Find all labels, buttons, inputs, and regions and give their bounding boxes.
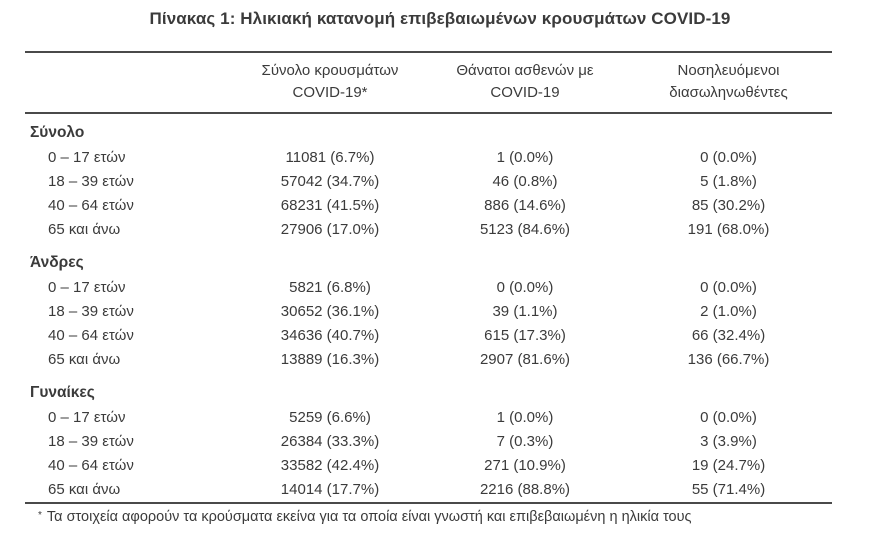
table-row: 0 – 17 ετών 11081 (6.7%) 1 (0.0%) 0 (0.0… [25,146,832,170]
deaths-cell: 5123 (84.6%) [479,221,571,238]
section-label: Σύνολο [30,124,85,141]
intubated-cell: 3 (3.9%) [700,433,757,450]
intubated-cell: 136 (66.7%) [687,351,770,368]
deaths-cell: 271 (10.9%) [484,457,566,474]
intubated-cell: 2 (1.0%) [700,303,757,320]
age-band-label: 40 – 64 ετών [48,457,134,474]
table-row: 0 – 17 ετών 5259 (6.6%) 1 (0.0%) 0 (0.0%… [25,406,832,430]
intubated-cell: 19 (24.7%) [691,457,766,474]
table-row: 40 – 64 ετών 68231 (41.5%) 886 (14.6%) 8… [25,194,832,218]
age-band-label: 40 – 64 ετών [48,327,134,344]
deaths-cell: 2907 (81.6%) [479,351,571,368]
cases-cell: 5259 (6.6%) [289,409,371,426]
header-total-cases-line1: Σύνολο κρουσμάτων [261,62,399,79]
cases-cell: 68231 (41.5%) [280,197,380,214]
header-intubated-line1: Νοσηλευόμενοι [677,62,780,79]
intubated-cell: 55 (71.4%) [691,481,766,498]
footnote-asterisk: * [38,510,42,521]
table-title: Πίνακας 1: Ηλικιακή κατανομή επιβεβαιωμέ… [149,9,731,28]
cases-cell: 57042 (34.7%) [280,173,380,190]
age-band-label: 65 και άνω [48,221,121,238]
header-intubated: Νοσηλευόμενοι διασωληνωθέντες [625,52,832,114]
section-label: Γυναίκες [30,384,95,401]
section-header-women: Γυναίκες [25,372,832,406]
deaths-cell: 886 (14.6%) [484,197,566,214]
header-total-cases: Σύνολο κρουσμάτων COVID-19* [235,52,425,114]
age-band-label: 0 – 17 ετών [48,279,126,296]
table-row: 18 – 39 ετών 57042 (34.7%) 46 (0.8%) 5 (… [25,170,832,194]
cases-cell: 5821 (6.8%) [289,279,371,296]
cases-cell: 14014 (17.7%) [280,481,380,498]
deaths-cell: 7 (0.3%) [496,433,554,450]
cases-cell: 11081 (6.7%) [285,149,375,166]
header-deaths: Θάνατοι ασθενών με COVID-19 [425,52,625,114]
cases-cell: 27906 (17.0%) [280,221,380,238]
table-row: 18 – 39 ετών 30652 (36.1%) 39 (1.1%) 2 (… [25,300,832,324]
table-row: 65 και άνω 13889 (16.3%) 2907 (81.6%) 13… [25,348,832,372]
table-row: 65 και άνω 27906 (17.0%) 5123 (84.6%) 19… [25,218,832,242]
section-header-total: Σύνολο [25,113,832,146]
header-intubated-line2: διασωληνωθέντες [669,84,788,101]
intubated-cell: 0 (0.0%) [700,149,757,166]
deaths-cell: 1 (0.0%) [496,149,554,166]
header-deaths-line1: Θάνατοι ασθενών με [456,62,594,79]
header-empty [25,52,235,114]
table-row: 65 και άνω 14014 (17.7%) 2216 (88.8%) 55… [25,478,832,503]
age-band-label: 0 – 17 ετών [48,149,126,166]
intubated-cell: 5 (1.8%) [700,173,757,190]
cases-cell: 34636 (40.7%) [280,327,380,344]
table-row: 0 – 17 ετών 5821 (6.8%) 0 (0.0%) 0 (0.0%… [25,276,832,300]
cases-cell: 33582 (42.4%) [280,457,380,474]
deaths-cell: 46 (0.8%) [492,173,558,190]
table-header: Σύνολο κρουσμάτων COVID-19* Θάνατοι ασθε… [25,52,832,114]
intubated-cell: 0 (0.0%) [700,409,757,426]
age-band-label: 65 και άνω [48,481,121,498]
table-row: 18 – 39 ετών 26384 (33.3%) 7 (0.3%) 3 (3… [25,430,832,454]
age-band-label: 65 και άνω [48,351,121,368]
age-band-label: 18 – 39 ετών [48,303,134,320]
table-body: Σύνολο 0 – 17 ετών 11081 (6.7%) 1 (0.0%)… [25,113,832,503]
deaths-cell: 0 (0.0%) [496,279,554,296]
footnote-text: Τα στοιχεία αφορούν τα κρούσματα εκείνα … [46,509,692,525]
intubated-cell: 85 (30.2%) [691,197,766,214]
header-row: Σύνολο κρουσμάτων COVID-19* Θάνατοι ασθε… [25,52,832,114]
covid-age-distribution-table: Σύνολο κρουσμάτων COVID-19* Θάνατοι ασθε… [25,51,832,504]
header-total-cases-line2: COVID-19* [292,84,368,101]
intubated-cell: 66 (32.4%) [691,327,766,344]
deaths-cell: 2216 (88.8%) [479,481,571,498]
deaths-cell: 1 (0.0%) [496,409,554,426]
age-band-label: 18 – 39 ετών [48,173,134,190]
document-page: Πίνακας 1: Ηλικιακή κατανομή επιβεβαιωμέ… [25,9,880,527]
age-band-label: 0 – 17 ετών [48,409,126,426]
cases-cell: 13889 (16.3%) [280,351,380,368]
header-deaths-line2: COVID-19 [490,84,560,101]
age-band-label: 40 – 64 ετών [48,197,134,214]
cases-cell: 30652 (36.1%) [280,303,380,320]
footnote: * Τα στοιχεία αφορούν τα κρούσματα εκείνα… [38,507,880,527]
section-label: Άνδρες [30,254,84,271]
cases-cell: 26384 (33.3%) [280,433,380,450]
deaths-cell: 39 (1.1%) [492,303,558,320]
age-band-label: 18 – 39 ετών [48,433,134,450]
intubated-cell: 0 (0.0%) [700,279,757,296]
table-row: 40 – 64 ετών 34636 (40.7%) 615 (17.3%) 6… [25,324,832,348]
deaths-cell: 615 (17.3%) [484,327,566,344]
table-row: 40 – 64 ετών 33582 (42.4%) 271 (10.9%) 1… [25,454,832,478]
section-header-men: Άνδρες [25,242,832,276]
intubated-cell: 191 (68.0%) [687,221,770,238]
